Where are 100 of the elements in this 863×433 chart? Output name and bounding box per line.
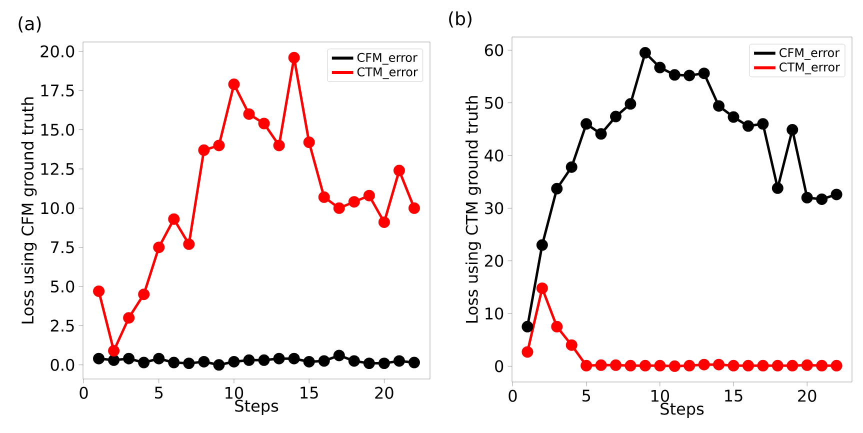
point (108, 354, 120, 366)
point (786, 124, 798, 136)
point (243, 108, 255, 120)
point (668, 360, 680, 372)
y-tick-label: 30 (485, 202, 504, 214)
point (363, 358, 375, 370)
point (213, 359, 225, 371)
y-tick-label: 0.0 (50, 358, 74, 371)
point (624, 360, 636, 372)
point (408, 202, 420, 214)
x-tick-label: 20 (798, 390, 816, 402)
point (684, 360, 696, 372)
point (348, 355, 360, 367)
y-tick-label: 20.0 (40, 45, 74, 58)
point (684, 70, 696, 82)
point (183, 238, 195, 250)
point (728, 360, 740, 372)
point (213, 140, 225, 152)
point (610, 359, 622, 371)
chart-title: (b) (449, 11, 472, 28)
point (830, 188, 842, 200)
x-tick-label: 0 (508, 390, 517, 402)
y-tick-label: 60 (484, 44, 504, 56)
y-tick-label: 5.0 (51, 280, 74, 293)
point (742, 120, 754, 132)
point (639, 360, 651, 372)
point (108, 345, 120, 357)
point (378, 358, 390, 370)
point (654, 62, 666, 74)
point (393, 164, 405, 176)
y-axis-title: Loss using CTM ground truth (465, 96, 481, 323)
point (536, 239, 548, 251)
y-tick-label: 12.5 (41, 162, 74, 175)
y-tick-label: 15.0 (41, 124, 74, 136)
x-tick-label: 15 (300, 386, 318, 399)
point (348, 196, 360, 208)
point (757, 118, 769, 130)
point (123, 312, 135, 324)
point (288, 52, 300, 64)
point (258, 118, 270, 130)
y-tick-label: 17.5 (41, 84, 74, 97)
legend-label: CTM_error (780, 62, 840, 74)
point (801, 192, 813, 204)
y-tick-label: 50 (485, 96, 504, 109)
x-tick-label: 5 (582, 390, 590, 402)
y-tick-label: 10 (486, 307, 504, 320)
y-tick-label: 0 (495, 360, 504, 372)
legend-label: CFM_error (780, 48, 840, 60)
point (273, 352, 285, 364)
point (123, 352, 135, 364)
y-axis-title: Loss using CFM ground truth (21, 97, 37, 324)
point (303, 136, 315, 148)
point (393, 355, 405, 367)
point (536, 282, 548, 294)
point (816, 360, 828, 372)
point (757, 360, 769, 372)
point (654, 360, 666, 372)
point (742, 360, 754, 372)
point (153, 242, 165, 254)
point (639, 47, 651, 59)
y-tick-label: 40 (484, 149, 504, 162)
point (566, 161, 578, 173)
x-tick-label: 10 (652, 390, 670, 402)
point (198, 144, 210, 156)
chart-title: (a) (18, 16, 41, 32)
y-tick-label: 10.0 (41, 202, 74, 214)
point (363, 190, 375, 202)
point (551, 182, 563, 194)
point (551, 320, 563, 332)
point (698, 358, 710, 370)
x-tick-label: 20 (375, 386, 394, 399)
point (801, 359, 813, 371)
point (258, 354, 270, 366)
point (522, 320, 534, 332)
point (595, 359, 607, 371)
point (786, 360, 798, 372)
x-tick-label: 10 (226, 386, 244, 399)
y-tick-label: 2.5 (50, 320, 74, 332)
x-tick-label: 15 (725, 390, 742, 402)
point (168, 213, 180, 225)
point (772, 182, 784, 194)
point (183, 358, 195, 370)
point (333, 350, 345, 362)
point (668, 69, 680, 81)
point (713, 358, 725, 370)
x-axis-title: Steps (660, 402, 704, 418)
point (243, 354, 255, 366)
point (713, 100, 725, 112)
point (595, 128, 607, 140)
point (93, 352, 105, 364)
y-tick-label: 20 (485, 254, 504, 267)
point (624, 98, 636, 110)
point (580, 118, 592, 130)
point (830, 360, 842, 372)
point (153, 352, 165, 364)
point (408, 356, 420, 368)
point (580, 360, 592, 372)
point (228, 78, 240, 90)
point (318, 191, 330, 203)
x-axis-title: Steps (235, 400, 278, 415)
